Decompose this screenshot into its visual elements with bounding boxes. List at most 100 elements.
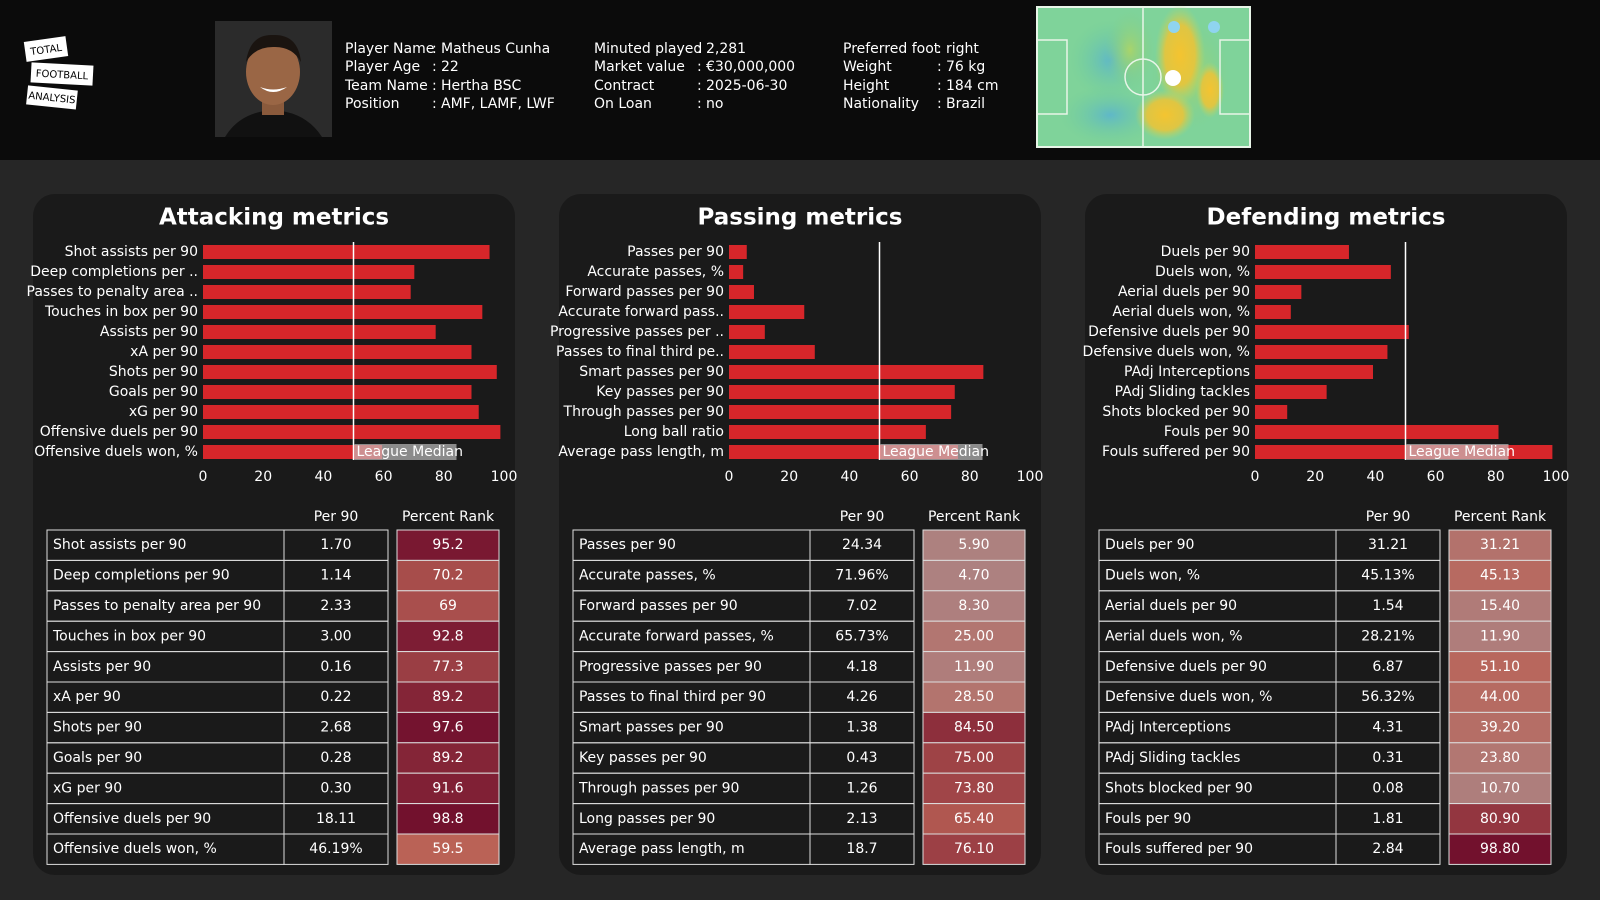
- x-tick-label: 20: [780, 469, 798, 485]
- info-separator: :: [697, 78, 702, 94]
- percent-rank: 98.8: [432, 811, 463, 827]
- metric-name: Passes to final third per 90: [579, 689, 766, 705]
- metric-name: Aerial duels won, %: [1105, 628, 1243, 644]
- bar-label: Defensive duels won, %: [1083, 344, 1250, 360]
- metric-name: Duels per 90: [1105, 537, 1194, 553]
- panel-title: Defending metrics: [1207, 205, 1446, 231]
- x-tick-label: 100: [1017, 469, 1044, 485]
- logo-word: TOTAL: [29, 43, 63, 59]
- info-value: no: [706, 96, 723, 112]
- bar-label: Fouls suffered per 90: [1102, 444, 1250, 460]
- percent-rank: 84.50: [954, 720, 994, 736]
- bar: [1255, 245, 1349, 259]
- per90-value: 71.96%: [835, 568, 888, 584]
- bar: [1255, 305, 1291, 319]
- per90-value: 31.21: [1368, 537, 1408, 553]
- info-separator: :: [697, 59, 702, 75]
- rank-cell: [396, 772, 500, 805]
- heatmap: [1036, 5, 1251, 148]
- rank-cell: [1448, 559, 1552, 592]
- bar-label: Long ball ratio: [624, 424, 724, 440]
- percent-rank: 31.21: [1480, 537, 1520, 553]
- median-label-bg: [1406, 444, 1509, 460]
- info-value: Hertha BSC: [441, 78, 522, 94]
- per90-value: 18.11: [316, 811, 356, 827]
- x-tick-label: 60: [1427, 469, 1445, 485]
- percent-rank: 10.70: [1480, 780, 1520, 796]
- per90-value: 46.19%: [309, 841, 362, 857]
- rank-cell: [922, 681, 1026, 713]
- percent-rank: 77.3: [432, 659, 463, 675]
- per90-value: 2.13: [846, 811, 877, 827]
- per90-value: 28.21%: [1361, 628, 1414, 644]
- metric-name: PAdj Interceptions: [1105, 720, 1231, 736]
- info-value: 184 cm: [946, 78, 999, 94]
- rank-cell: [922, 803, 1026, 835]
- x-tick-label: 40: [840, 469, 858, 485]
- info-value: Matheus Cunha: [441, 41, 550, 57]
- rank-cell: [1448, 772, 1552, 805]
- x-tick-label: 80: [435, 469, 453, 485]
- rank-cell: [396, 803, 500, 835]
- column-header: Percent Rank: [402, 509, 495, 525]
- info-label: On Loan: [594, 96, 652, 112]
- column-header: Per 90: [840, 509, 885, 525]
- percent-rank: 25.00: [954, 628, 994, 644]
- bar: [729, 305, 805, 319]
- bar-label: Passes per 90: [627, 244, 724, 260]
- x-tick-label: 60: [901, 469, 919, 485]
- info-label: Contract: [594, 78, 655, 94]
- column-header: Percent Rank: [928, 509, 1021, 525]
- bar-label: Defensive duels per 90: [1088, 324, 1250, 340]
- metric-name: Accurate passes, %: [579, 568, 716, 584]
- bar-label: PAdj Interceptions: [1124, 364, 1250, 380]
- bar: [203, 345, 472, 359]
- bar-label: Passes to final third pe..: [556, 344, 724, 360]
- bar: [1255, 385, 1327, 399]
- per90-value: 0.08: [1372, 780, 1403, 796]
- percent-rank: 75.00: [954, 750, 994, 766]
- rank-cell: [1448, 681, 1552, 713]
- x-tick-label: 20: [1306, 469, 1324, 485]
- percent-rank: 69: [439, 598, 457, 614]
- x-tick-label: 100: [1543, 469, 1570, 485]
- rank-cell: [396, 651, 500, 683]
- bar: [203, 365, 497, 379]
- per90-value: 4.26: [846, 689, 877, 705]
- bar-label: Passes to penalty area ..: [27, 284, 198, 300]
- per90-value: 1.54: [1372, 598, 1403, 614]
- percent-rank: 23.80: [1480, 750, 1520, 766]
- x-tick-label: 80: [1487, 469, 1505, 485]
- percent-rank: 15.40: [1480, 598, 1520, 614]
- bar-label: Accurate forward pass..: [558, 304, 724, 320]
- metric-name: Forward passes per 90: [579, 598, 738, 614]
- percent-rank: 59.5: [432, 841, 463, 857]
- bar: [1255, 425, 1499, 439]
- rank-cell: [922, 772, 1026, 805]
- metric-name: Deep completions per 90: [53, 568, 230, 584]
- median-label-bg: [880, 444, 983, 460]
- metric-name: Touches in box per 90: [52, 628, 206, 644]
- bar-label: Assists per 90: [100, 324, 198, 340]
- bar: [729, 325, 765, 339]
- info-separator: :: [937, 78, 942, 94]
- logo: TOTAL FOOTBALL ANALYSIS: [23, 36, 94, 110]
- rank-cell: [396, 711, 500, 744]
- per90-value: 2.84: [1372, 841, 1403, 857]
- bar: [1255, 265, 1391, 279]
- percent-rank: 65.40: [954, 811, 994, 827]
- percent-rank: 28.50: [954, 689, 994, 705]
- rank-cell: [396, 559, 500, 592]
- bar-label: Through passes per 90: [563, 404, 724, 420]
- bar-label: Progressive passes per ..: [550, 324, 724, 340]
- bar-label: Accurate passes, %: [587, 264, 724, 280]
- per90-value: 0.28: [320, 750, 351, 766]
- info-label: Player Name: [345, 41, 434, 57]
- metric-name: Goals per 90: [53, 750, 142, 766]
- table-cell: [1335, 833, 1441, 865]
- bar-label: xG per 90: [129, 404, 198, 420]
- info-separator: :: [432, 41, 437, 57]
